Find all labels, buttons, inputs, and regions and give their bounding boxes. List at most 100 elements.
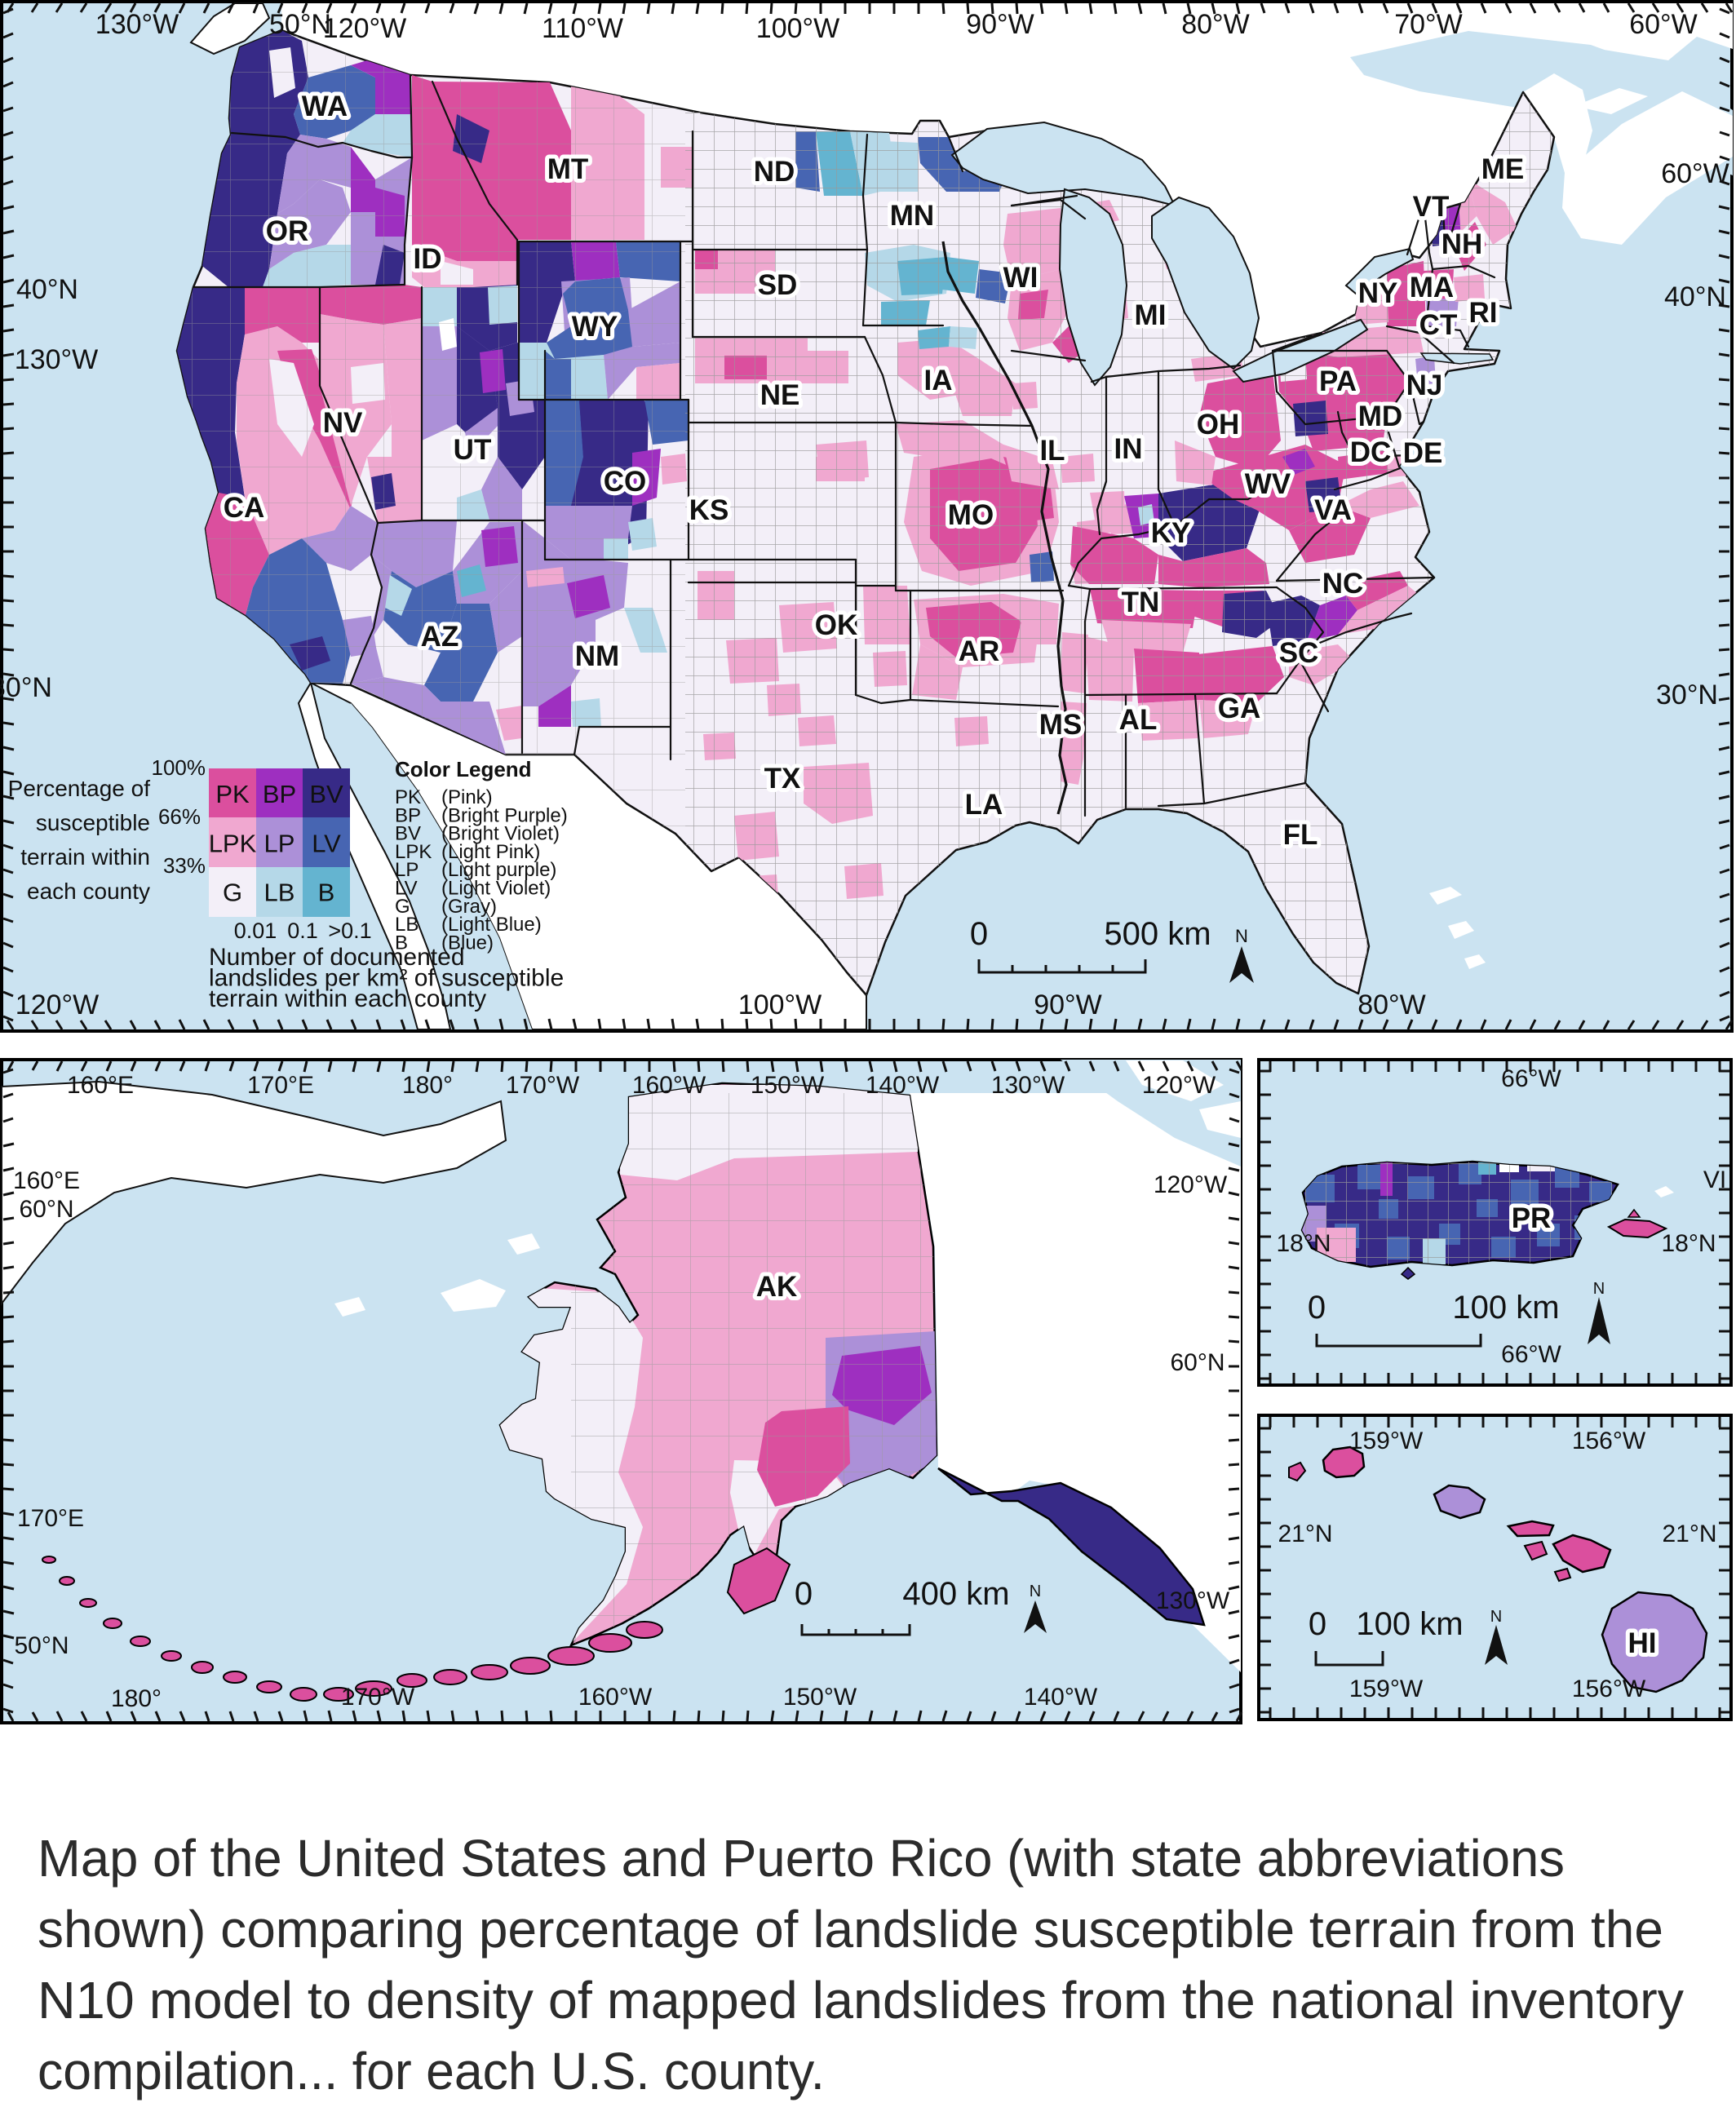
svg-text:AR: AR [959, 635, 1000, 667]
svg-text:0: 0 [970, 916, 988, 952]
svg-text:60°N: 60°N [19, 1196, 73, 1223]
svg-text:ME: ME [1481, 153, 1525, 185]
svg-text:NY: NY [1358, 277, 1398, 309]
svg-text:66°W: 66°W [1501, 1341, 1561, 1368]
svg-text:170°E: 170°E [17, 1505, 84, 1532]
svg-text:BV: BV [309, 780, 343, 808]
svg-text:400 km: 400 km [902, 1576, 1009, 1612]
svg-text:180°: 180° [111, 1685, 162, 1712]
svg-text:(Light Blue): (Light Blue) [441, 914, 542, 936]
svg-text:N10 model to density of mapped: N10 model to density of mapped landslide… [38, 1971, 1684, 2030]
svg-text:ND: ND [754, 156, 795, 188]
svg-text:(Pink): (Pink) [441, 786, 493, 808]
svg-text:0: 0 [795, 1576, 813, 1612]
svg-text:(Light Violet): (Light Violet) [441, 878, 551, 900]
svg-text:160°E: 160°E [13, 1167, 80, 1194]
svg-text:140°W: 140°W [866, 1072, 940, 1099]
svg-text:120°W: 120°W [323, 13, 406, 44]
svg-text:VT: VT [1413, 191, 1450, 223]
svg-text:N: N [1490, 1608, 1502, 1626]
svg-text:IL: IL [1039, 435, 1065, 467]
svg-text:50°N: 50°N [14, 1632, 69, 1659]
svg-text:100°W: 100°W [738, 989, 822, 1020]
svg-text:160°E: 160°E [67, 1072, 134, 1099]
svg-text:GA: GA [1218, 693, 1261, 724]
svg-text:NC: NC [1322, 568, 1364, 600]
svg-text:each county: each county [27, 879, 150, 904]
svg-text:21°N: 21°N [1662, 1521, 1716, 1547]
svg-text:140°W: 140°W [1024, 1684, 1098, 1711]
svg-text:terrain within each county: terrain within each county [209, 985, 486, 1012]
svg-text:MI: MI [1135, 299, 1167, 331]
svg-text:18°N: 18°N [1661, 1230, 1716, 1257]
svg-text:Number of documented: Number of documented [209, 944, 465, 971]
svg-text:130°W: 130°W [95, 9, 179, 40]
svg-text:OH: OH [1197, 409, 1240, 440]
svg-text:G: G [395, 896, 410, 918]
svg-text:MT: MT [547, 153, 589, 185]
svg-text:LV: LV [395, 878, 418, 900]
svg-text:PA: PA [1319, 365, 1357, 397]
svg-text:100%: 100% [152, 755, 206, 780]
svg-text:UT: UT [454, 434, 492, 466]
svg-text:WA: WA [302, 91, 348, 122]
svg-text:156°W: 156°W [1572, 1676, 1646, 1702]
svg-text:MA: MA [1410, 272, 1454, 303]
svg-text:TX: TX [764, 763, 801, 795]
svg-text:Color Legend: Color Legend [395, 757, 532, 781]
svg-text:(Gray): (Gray) [441, 896, 497, 918]
svg-text:100 km: 100 km [1356, 1606, 1463, 1642]
svg-text:MD: MD [1358, 401, 1402, 432]
svg-text:AL: AL [1119, 704, 1158, 736]
svg-text:120°W: 120°W [1142, 1072, 1216, 1099]
svg-text:Map of the United States and P: Map of the United States and Puerto Rico… [38, 1829, 1565, 1888]
svg-text:LB: LB [395, 914, 418, 936]
svg-text:AZ: AZ [421, 621, 459, 653]
svg-text:110°W: 110°W [542, 13, 623, 44]
svg-text:159°W: 159°W [1349, 1676, 1424, 1702]
svg-text:PK: PK [215, 780, 250, 808]
svg-text:0.01: 0.01 [234, 919, 277, 943]
svg-text:LV: LV [312, 829, 341, 857]
svg-text:(Light purple): (Light purple) [441, 859, 556, 881]
svg-text:BV: BV [395, 823, 421, 845]
svg-text:60°N: 60°N [1170, 1349, 1224, 1376]
svg-text:ID: ID [414, 243, 442, 275]
svg-text:NM: NM [575, 640, 619, 672]
svg-text:DC: DC [1350, 436, 1392, 468]
svg-text:LA: LA [965, 789, 1003, 821]
svg-text:MO: MO [948, 499, 994, 531]
svg-text:susceptible: susceptible [36, 810, 150, 835]
svg-text:159°W: 159°W [1349, 1428, 1424, 1454]
svg-text:0: 0 [1308, 1290, 1326, 1326]
svg-text:NV: NV [323, 407, 363, 439]
svg-text:PR: PR [1512, 1202, 1552, 1234]
svg-text:IA: IA [924, 365, 953, 396]
svg-text:OR: OR [266, 215, 309, 247]
svg-text:60°W: 60°W [1629, 9, 1698, 40]
svg-text:90°W: 90°W [1034, 989, 1102, 1020]
svg-text:SD: SD [758, 269, 798, 301]
svg-text:BP: BP [263, 780, 296, 808]
svg-text:130°W: 130°W [1156, 1587, 1230, 1614]
svg-text:compilation... for each U.S. c: compilation... for each U.S. county. [38, 2042, 825, 2101]
svg-text:150°W: 150°W [751, 1072, 825, 1099]
svg-text:60°W: 60°W [1661, 158, 1729, 189]
svg-text:NH: NH [1442, 228, 1483, 260]
svg-text:G: G [223, 879, 242, 907]
svg-text:170°W: 170°W [341, 1684, 415, 1711]
svg-text:500 km: 500 km [1104, 916, 1211, 952]
svg-text:33%: 33% [163, 853, 206, 878]
svg-text:N: N [1593, 1280, 1605, 1298]
svg-text:SC: SC [1279, 637, 1319, 669]
svg-text:HI: HI [1628, 1627, 1657, 1659]
svg-text:40°N: 40°N [16, 274, 78, 305]
svg-text:RI: RI [1469, 297, 1498, 329]
svg-text:0.1: 0.1 [287, 919, 318, 943]
svg-text:50°N: 50°N [269, 9, 331, 40]
svg-text:Percentage of: Percentage of [8, 776, 151, 801]
svg-text:B: B [395, 932, 408, 954]
svg-text:80°W: 80°W [1181, 9, 1250, 40]
svg-text:80°W: 80°W [1357, 989, 1426, 1020]
svg-text:IN: IN [1114, 433, 1143, 465]
